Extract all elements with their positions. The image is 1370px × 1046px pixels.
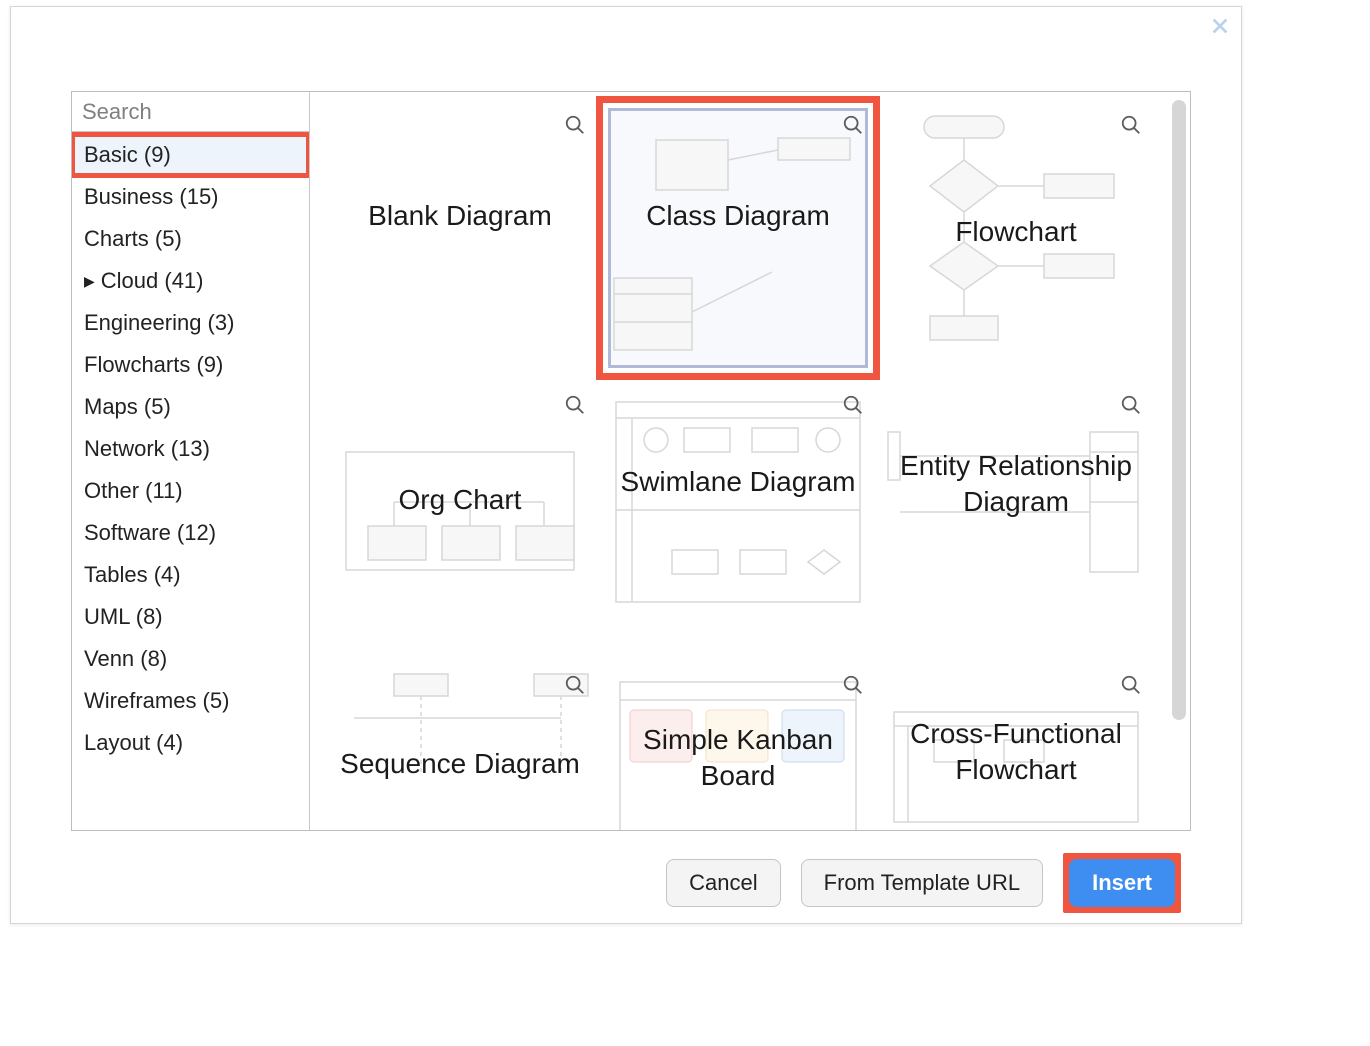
category-business[interactable]: Business (15) [72,176,309,218]
close-icon [1209,15,1231,42]
template-simple-kanban-board[interactable]: Simple Kanban Board [602,662,874,830]
category-charts[interactable]: Charts (5) [72,218,309,260]
category-tables[interactable]: Tables (4) [72,554,309,596]
thumbnail-crossfunc [880,662,1152,830]
category-label: Business (15) [84,184,219,210]
sidebar: Basic (9) Business (15) Charts (5) ▶ Clo… [72,92,310,830]
zoom-icon[interactable] [564,114,586,136]
category-software[interactable]: Software (12) [72,512,309,554]
category-label: Tables (4) [84,562,181,588]
template-org-chart[interactable]: Org Chart [324,382,596,654]
thumbnail-org-chart [324,382,596,654]
template-grid: Blank Diagram [310,92,1190,830]
dialog-footer: Cancel From Template URL Insert [666,853,1181,913]
category-uml[interactable]: UML (8) [72,596,309,638]
zoom-icon[interactable] [842,394,864,416]
close-button[interactable] [1205,13,1235,43]
category-label: Other (11) [84,478,183,504]
zoom-icon[interactable] [1120,114,1142,136]
insert-button[interactable]: Insert [1069,859,1175,907]
zoom-icon[interactable] [564,394,586,416]
category-engineering[interactable]: Engineering (3) [72,302,309,344]
chevron-right-icon: ▶ [84,273,95,290]
content-frame: Basic (9) Business (15) Charts (5) ▶ Clo… [71,91,1191,831]
from-template-url-button[interactable]: From Template URL [801,859,1043,907]
category-wireframes[interactable]: Wireframes (5) [72,680,309,722]
category-maps[interactable]: Maps (5) [72,386,309,428]
category-list: Basic (9) Business (15) Charts (5) ▶ Clo… [72,132,309,764]
zoom-icon[interactable] [564,674,586,696]
template-class-diagram[interactable]: Class Diagram [602,102,874,374]
category-flowcharts[interactable]: Flowcharts (9) [72,344,309,386]
search-input[interactable] [80,98,310,126]
thumbnail-kanban [602,662,874,830]
cancel-button[interactable]: Cancel [666,859,780,907]
search-wrap [72,92,309,132]
category-label: Charts (5) [84,226,182,252]
scrollbar[interactable] [1172,100,1186,720]
category-other[interactable]: Other (11) [72,470,309,512]
category-label: Wireframes (5) [84,688,229,714]
thumbnail-sequence [324,662,596,830]
template-cross-functional-flowchart[interactable]: Cross-Functional Flowchart [880,662,1152,830]
zoom-icon[interactable] [842,114,864,136]
template-entity-relationship-diagram[interactable]: Entity Relationship Diagram [880,382,1152,654]
category-label: Basic (9) [84,142,171,168]
thumbnail-class-diagram [602,102,874,374]
category-label: Maps (5) [84,394,171,420]
category-venn[interactable]: Venn (8) [72,638,309,680]
template-grid-wrap: Blank Diagram [310,92,1190,830]
category-basic[interactable]: Basic (9) [72,134,309,176]
zoom-icon[interactable] [1120,674,1142,696]
thumbnail-erd [880,382,1152,654]
category-label: Venn (8) [84,646,167,672]
category-label: Flowcharts (9) [84,352,223,378]
category-network[interactable]: Network (13) [72,428,309,470]
template-sequence-diagram[interactable]: Sequence Diagram [324,662,596,830]
insert-highlight: Insert [1063,853,1181,913]
category-label: Engineering (3) [84,310,234,336]
zoom-icon[interactable] [842,674,864,696]
category-layout[interactable]: Layout (4) [72,722,309,764]
category-label: Software (12) [84,520,216,546]
category-label: Cloud (41) [101,268,204,294]
category-label: Network (13) [84,436,210,462]
category-label: UML (8) [84,604,163,630]
template-picker-dialog: Basic (9) Business (15) Charts (5) ▶ Clo… [10,6,1242,924]
thumbnail-flowchart [880,102,1152,374]
category-label: Layout (4) [84,730,183,756]
zoom-icon[interactable] [1120,394,1142,416]
thumbnail-swimlane [602,382,874,654]
category-cloud[interactable]: ▶ Cloud (41) [72,260,309,302]
template-flowchart[interactable]: Flowchart [880,102,1152,374]
template-blank-diagram[interactable]: Blank Diagram [324,102,596,374]
template-swimlane-diagram[interactable]: Swimlane Diagram [602,382,874,654]
template-label: Blank Diagram [324,198,596,234]
